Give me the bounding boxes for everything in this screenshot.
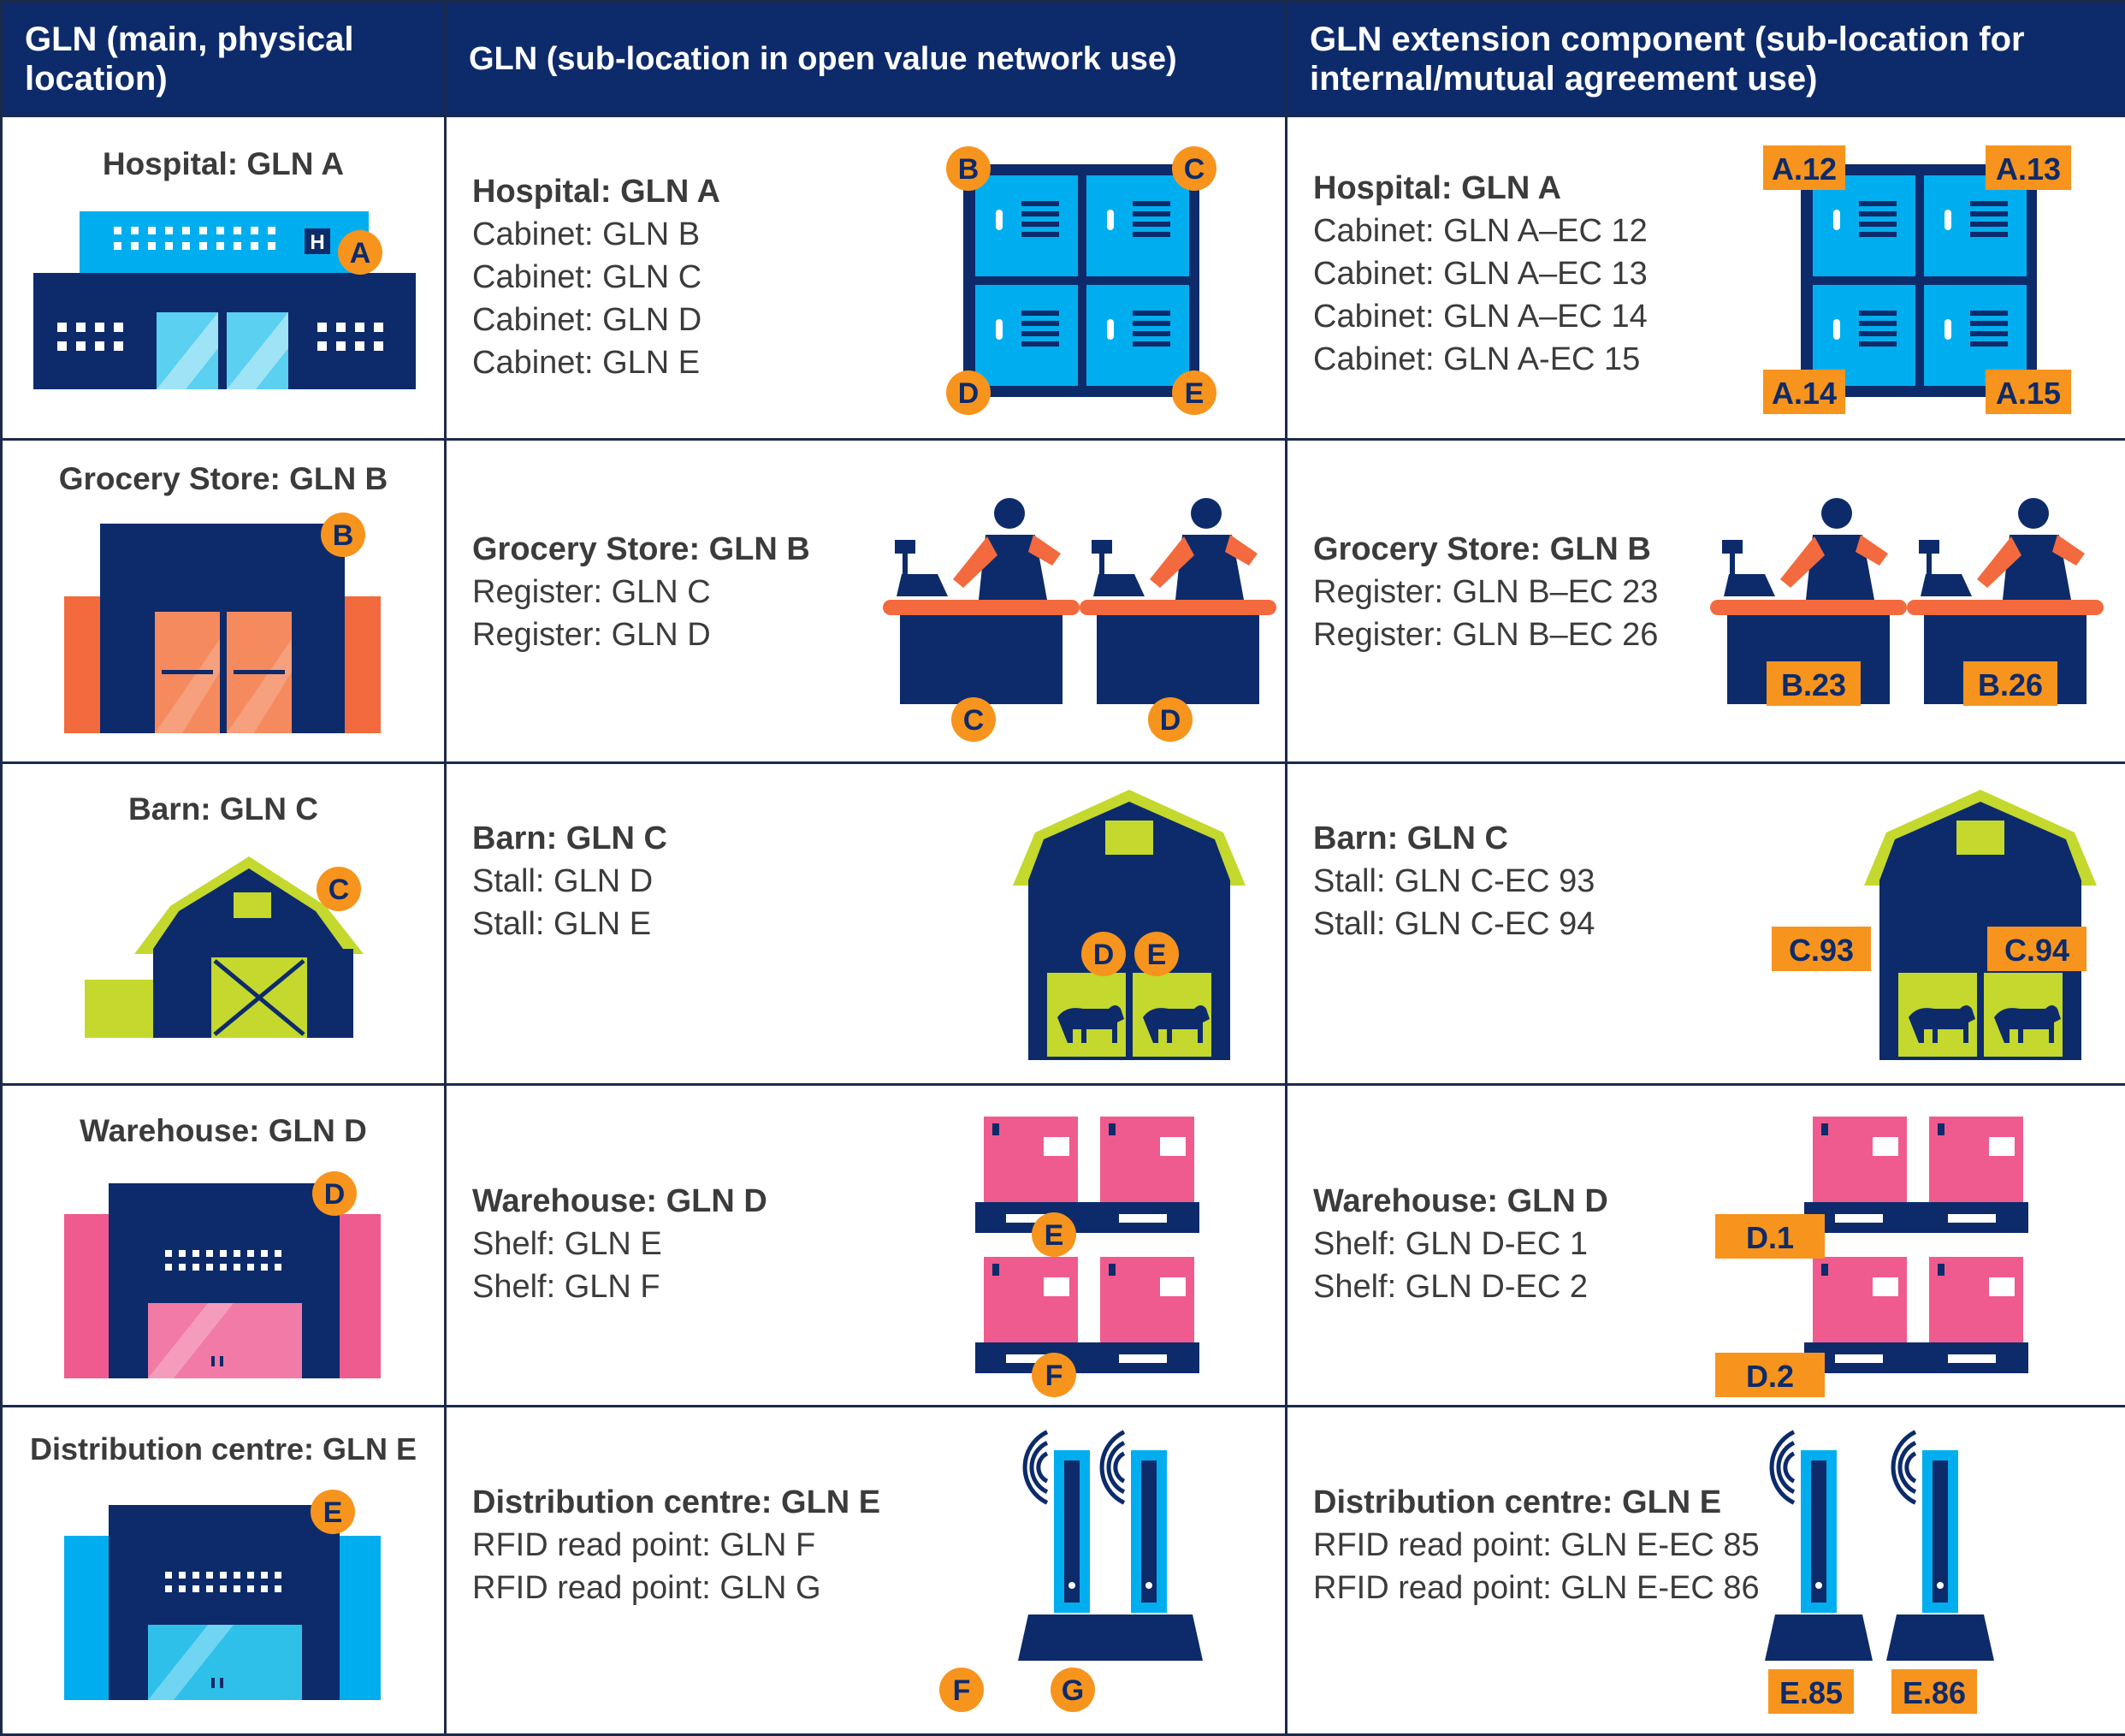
warehouse-icon: D — [3, 1086, 446, 1407]
svg-text:A.14: A.14 — [1772, 376, 1837, 411]
svg-text:D: D — [324, 1178, 346, 1211]
svg-text:E: E — [1185, 377, 1205, 410]
gln-badge: F — [1032, 1353, 1076, 1397]
svg-text:C: C — [963, 704, 985, 737]
badge-distribution-main: E — [311, 1490, 355, 1534]
extension-tag: E.85 — [1768, 1669, 1854, 1714]
cell-distribution-ext: Distribution centre: GLN E RFID read poi… — [1287, 1407, 2125, 1735]
shelf-icon: EF — [447, 1086, 1287, 1407]
header-row: GLN (main, physical location) GLN (sub-l… — [2, 2, 2125, 116]
svg-text:B: B — [333, 519, 354, 552]
svg-text:C.93: C.93 — [1789, 933, 1854, 968]
row-warehouse: Warehouse: GLN D D Warehouse: GLN D Shel… — [2, 1085, 2125, 1407]
svg-text:E.86: E.86 — [1903, 1675, 1966, 1710]
gln-badge: D — [946, 370, 991, 415]
svg-text:F: F — [1045, 1360, 1063, 1392]
cell-grocery-main: Grocery Store: GLN B B — [2, 440, 446, 763]
row-distribution: Distribution centre: GLN E E Distributio… — [2, 1407, 2125, 1735]
svg-text:H: H — [310, 231, 324, 254]
row-hospital: Hospital: GLN A H A Hospital: GLN A Cabi… — [2, 116, 2125, 440]
badge-barn-main: C — [317, 867, 361, 911]
gln-badge: C — [1172, 146, 1216, 191]
gln-badge: G — [1051, 1668, 1095, 1712]
svg-text:F: F — [953, 1674, 971, 1707]
svg-text:E: E — [1147, 939, 1167, 971]
svg-text:G: G — [1062, 1674, 1084, 1707]
svg-text:B.26: B.26 — [1978, 667, 2043, 702]
svg-text:C.94: C.94 — [2004, 933, 2069, 968]
extension-tag: B.26 — [1963, 661, 2057, 706]
svg-text:A: A — [350, 237, 371, 270]
svg-text:B: B — [958, 153, 980, 186]
cell-grocery-ext: Grocery Store: GLN B Register: GLN B–EC … — [1287, 440, 2125, 763]
extension-tag: A.15 — [1986, 370, 2071, 414]
svg-text:A.12: A.12 — [1772, 151, 1837, 187]
svg-text:B.23: B.23 — [1781, 667, 1846, 702]
barn-stall-ext-icon: C.93 C.94 — [1287, 764, 2125, 1085]
row-grocery: Grocery Store: GLN B B Grocery Store: GL… — [2, 440, 2125, 763]
gln-badge: B — [946, 146, 991, 191]
svg-text:E.85: E.85 — [1779, 1675, 1843, 1710]
svg-text:C: C — [329, 874, 350, 906]
extension-tag: A.13 — [1986, 145, 2071, 190]
cell-barn-main: Barn: GLN C C — [2, 763, 446, 1085]
hospital-icon: H A — [3, 117, 446, 440]
badge-hospital-main: A — [338, 230, 382, 275]
cell-distribution-main: Distribution centre: GLN E E — [2, 1407, 446, 1735]
barn-icon: C — [3, 764, 446, 1085]
gln-badge: C — [951, 697, 996, 742]
gln-badge: E — [1032, 1212, 1076, 1257]
rfid-reader-ext-icon: E.85 E.86 — [1287, 1407, 2125, 1735]
register-ext-icon: B.23 B.26 — [1287, 441, 2125, 763]
gln-badge: E — [1134, 932, 1179, 976]
extension-tag: D.2 — [1715, 1353, 1825, 1397]
header-open-network: GLN (sub-location in open value network … — [446, 2, 1287, 116]
extension-tag: A.14 — [1763, 370, 1845, 414]
cabinet-ext-icon: A.12 A.13 A.14 A.15 — [1287, 117, 2125, 440]
gln-badge: E — [1172, 370, 1216, 415]
gln-badge: F — [939, 1668, 984, 1712]
extension-tag: C.93 — [1772, 927, 1871, 971]
row-barn: Barn: GLN C C Barn: GLN C Stall: GLN D S… — [2, 763, 2125, 1085]
gln-badge: D — [1148, 697, 1193, 742]
svg-text:E: E — [323, 1496, 343, 1529]
cell-hospital-open: Hospital: GLN A Cabinet: GLN B Cabinet: … — [446, 116, 1287, 440]
cell-distribution-open: Distribution centre: GLN E RFID read poi… — [446, 1407, 1287, 1735]
cell-grocery-open: Grocery Store: GLN B Register: GLN C Reg… — [446, 440, 1287, 763]
extension-tag: C.94 — [1987, 927, 2087, 971]
header-extension-component: GLN extension component (sub-location fo… — [1287, 2, 2125, 116]
extension-tag: A.12 — [1763, 145, 1845, 190]
svg-text:E: E — [1045, 1219, 1064, 1252]
cabinet-icon: B C D E — [447, 117, 1287, 440]
svg-text:D.2: D.2 — [1746, 1359, 1794, 1394]
svg-text:D: D — [1160, 704, 1181, 737]
extension-tag: D.1 — [1715, 1214, 1825, 1259]
svg-text:A.13: A.13 — [1996, 151, 2061, 187]
cell-warehouse-main: Warehouse: GLN D D — [2, 1085, 446, 1407]
svg-text:D.1: D.1 — [1746, 1220, 1794, 1255]
cell-warehouse-ext: Warehouse: GLN D Shelf: GLN D-EC 1 Shelf… — [1287, 1085, 2125, 1407]
svg-text:A.15: A.15 — [1996, 376, 2061, 411]
extension-tag: E.86 — [1891, 1669, 1977, 1714]
gln-badge: D — [1081, 932, 1126, 976]
header-main-location: GLN (main, physical location) — [2, 2, 446, 116]
distribution-centre-icon: E — [3, 1407, 446, 1735]
badge-grocery-main: B — [321, 513, 365, 557]
svg-text:D: D — [958, 377, 980, 410]
shelf-ext-icon: D.1 D.2 — [1287, 1086, 2125, 1407]
cell-hospital-main: Hospital: GLN A H A — [2, 116, 446, 440]
svg-text:D: D — [1093, 939, 1115, 971]
extension-tag: B.23 — [1767, 661, 1861, 706]
grocery-store-icon: B — [3, 441, 446, 763]
svg-text:C: C — [1184, 153, 1205, 186]
cell-hospital-ext: Hospital: GLN A Cabinet: GLN A–EC 12 Cab… — [1287, 116, 2125, 440]
badge-warehouse-main: D — [312, 1171, 357, 1216]
cell-barn-ext: Barn: GLN C Stall: GLN C-EC 93 Stall: GL… — [1287, 763, 2125, 1085]
cell-warehouse-open: Warehouse: GLN D Shelf: GLN E Shelf: GLN… — [446, 1085, 1287, 1407]
